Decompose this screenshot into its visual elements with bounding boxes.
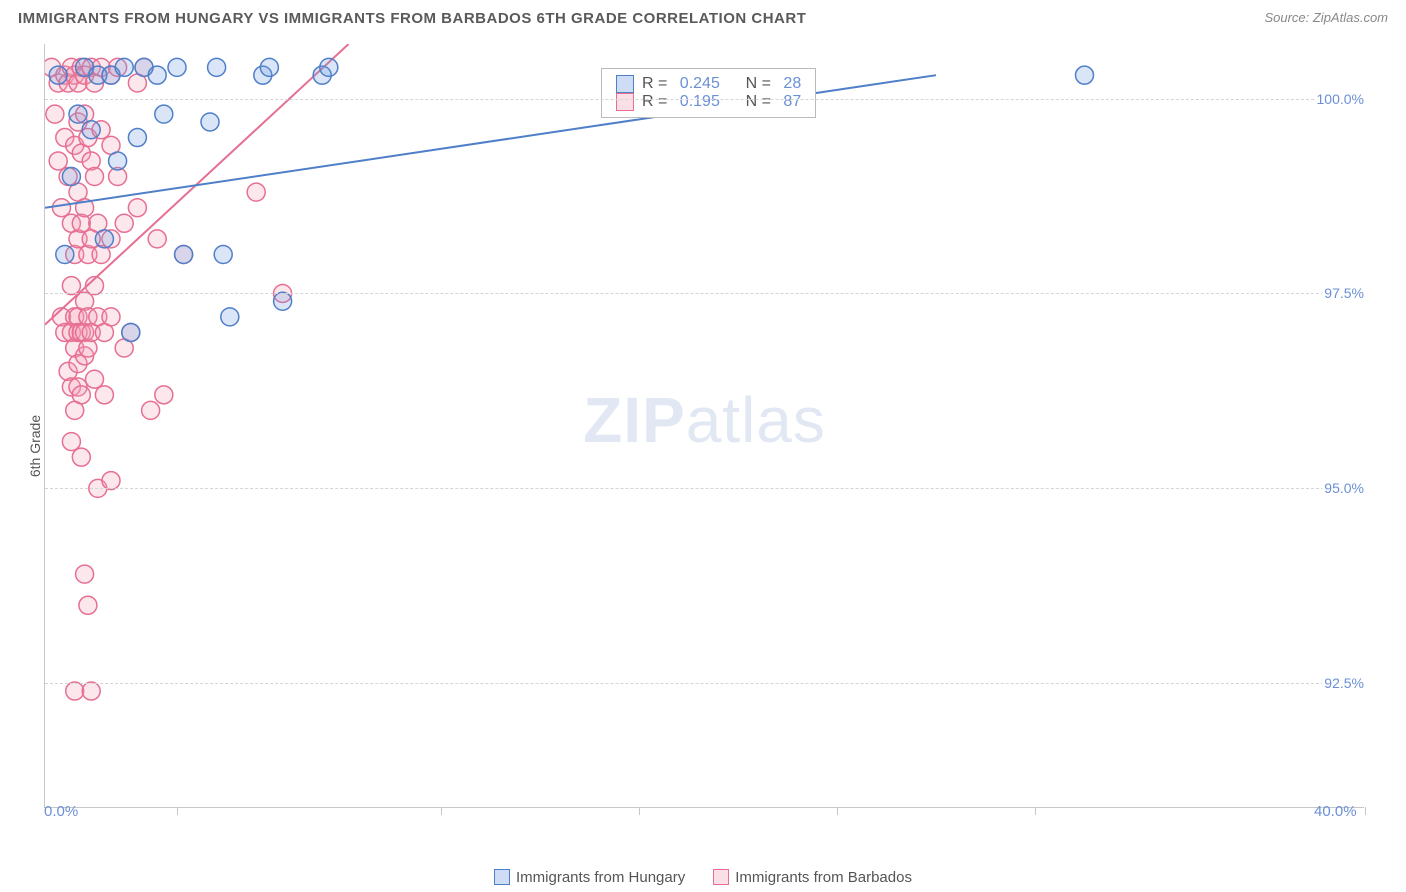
scatter-point-barbados bbox=[115, 214, 133, 232]
y-axis-label: 6th Grade bbox=[27, 415, 43, 477]
scatter-point-barbados bbox=[49, 152, 67, 170]
legend-swatch bbox=[616, 75, 634, 93]
scatter-point-barbados bbox=[247, 183, 265, 201]
chart-container: 6th Grade ZIPatlas R = 0.245 N = 28R = 0… bbox=[0, 36, 1406, 856]
x-tick bbox=[1035, 807, 1036, 815]
scatter-point-barbados bbox=[102, 472, 120, 490]
legend-item-hungary: Immigrants from Hungary bbox=[494, 869, 685, 886]
y-tick-label: 92.5% bbox=[1322, 675, 1366, 691]
scatter-point-hungary bbox=[122, 323, 140, 341]
x-axis-label: 0.0% bbox=[44, 803, 78, 820]
r-label: R = bbox=[642, 93, 672, 111]
scatter-point-hungary bbox=[320, 58, 338, 76]
x-tick bbox=[1365, 807, 1366, 815]
r-label: R = bbox=[642, 75, 672, 93]
gridline bbox=[45, 683, 1364, 684]
chart-title: IMMIGRANTS FROM HUNGARY VS IMMIGRANTS FR… bbox=[18, 10, 806, 27]
scatter-point-barbados bbox=[82, 682, 100, 700]
scatter-point-hungary bbox=[201, 113, 219, 131]
scatter-point-barbados bbox=[148, 230, 166, 248]
scatter-point-hungary bbox=[208, 58, 226, 76]
scatter-point-hungary bbox=[115, 58, 133, 76]
scatter-point-barbados bbox=[79, 339, 97, 357]
scatter-point-barbados bbox=[82, 152, 100, 170]
scatter-point-hungary bbox=[155, 105, 173, 123]
r-value: 0.195 bbox=[680, 93, 720, 111]
legend-swatch bbox=[713, 869, 729, 885]
scatter-point-barbados bbox=[72, 214, 90, 232]
r-value: 0.245 bbox=[680, 75, 720, 93]
legend-row-barbados: R = 0.195 N = 87 bbox=[616, 93, 801, 111]
scatter-point-hungary bbox=[214, 245, 232, 263]
scatter-point-hungary bbox=[1076, 66, 1094, 84]
scatter-point-barbados bbox=[155, 386, 173, 404]
scatter-point-barbados bbox=[62, 433, 80, 451]
scatter-point-barbados bbox=[86, 370, 104, 388]
scatter-point-hungary bbox=[95, 230, 113, 248]
legend-swatch bbox=[494, 869, 510, 885]
scatter-point-barbados bbox=[66, 682, 84, 700]
legend-item-barbados: Immigrants from Barbados bbox=[713, 869, 912, 886]
legend-label: Immigrants from Barbados bbox=[735, 869, 912, 886]
correlation-legend: R = 0.245 N = 28R = 0.195 N = 87 bbox=[601, 68, 816, 118]
scatter-point-hungary bbox=[109, 152, 127, 170]
scatter-point-hungary bbox=[168, 58, 186, 76]
scatter-svg bbox=[45, 44, 1365, 808]
y-tick-label: 97.5% bbox=[1322, 285, 1366, 301]
x-tick bbox=[177, 807, 178, 815]
x-tick bbox=[837, 807, 838, 815]
plot-area: ZIPatlas R = 0.245 N = 28R = 0.195 N = 8… bbox=[44, 44, 1364, 808]
scatter-point-hungary bbox=[175, 245, 193, 263]
scatter-point-barbados bbox=[79, 596, 97, 614]
scatter-point-hungary bbox=[128, 129, 146, 147]
scatter-point-barbados bbox=[72, 448, 90, 466]
n-value: 87 bbox=[783, 93, 801, 111]
scatter-point-hungary bbox=[49, 66, 67, 84]
scatter-point-barbados bbox=[128, 199, 146, 217]
scatter-point-barbados bbox=[92, 245, 110, 263]
scatter-point-hungary bbox=[69, 105, 87, 123]
scatter-point-hungary bbox=[62, 168, 80, 186]
scatter-point-barbados bbox=[95, 386, 113, 404]
scatter-point-barbados bbox=[72, 386, 90, 404]
scatter-point-hungary bbox=[56, 245, 74, 263]
gridline bbox=[45, 488, 1364, 489]
scatter-point-hungary bbox=[274, 292, 292, 310]
x-tick bbox=[639, 807, 640, 815]
x-axis-label: 40.0% bbox=[1314, 803, 1357, 820]
scatter-point-barbados bbox=[62, 277, 80, 295]
series-legend: Immigrants from Hungary Immigrants from B… bbox=[0, 869, 1406, 886]
source-label: Source: ZipAtlas.com bbox=[1264, 10, 1388, 25]
scatter-point-hungary bbox=[260, 58, 278, 76]
n-label: N = bbox=[728, 75, 776, 93]
scatter-point-barbados bbox=[102, 308, 120, 326]
y-tick-label: 100.0% bbox=[1315, 91, 1366, 107]
scatter-point-barbados bbox=[86, 168, 104, 186]
scatter-point-barbados bbox=[46, 105, 64, 123]
scatter-point-hungary bbox=[82, 121, 100, 139]
scatter-point-hungary bbox=[221, 308, 239, 326]
legend-swatch bbox=[616, 93, 634, 111]
n-value: 28 bbox=[783, 75, 801, 93]
scatter-point-barbados bbox=[142, 401, 160, 419]
n-label: N = bbox=[728, 93, 776, 111]
scatter-point-hungary bbox=[148, 66, 166, 84]
y-tick-label: 95.0% bbox=[1322, 480, 1366, 496]
legend-row-hungary: R = 0.245 N = 28 bbox=[616, 75, 801, 93]
legend-label: Immigrants from Hungary bbox=[516, 869, 685, 886]
x-tick bbox=[441, 807, 442, 815]
gridline bbox=[45, 99, 1364, 100]
scatter-point-barbados bbox=[53, 199, 71, 217]
scatter-point-barbados bbox=[76, 565, 94, 583]
gridline bbox=[45, 293, 1364, 294]
